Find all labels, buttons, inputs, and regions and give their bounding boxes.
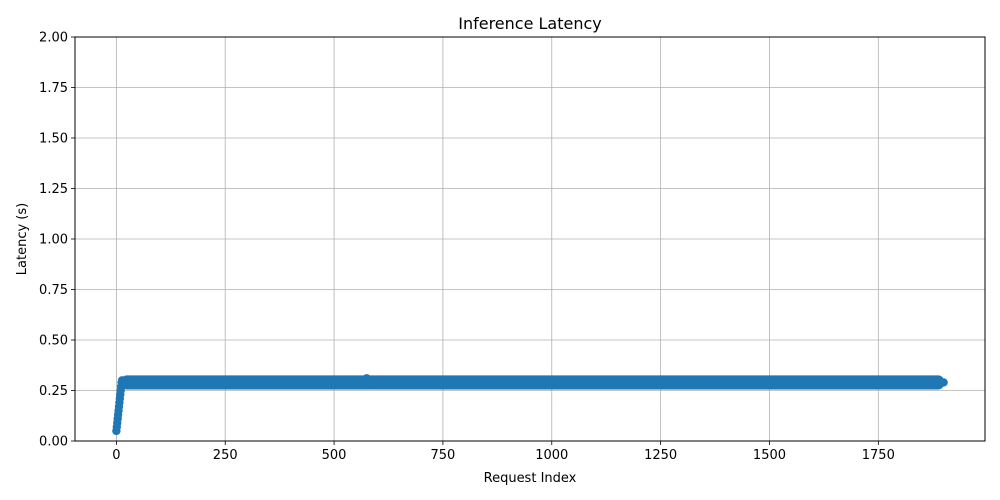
- scatter-point: [887, 378, 896, 387]
- scatter-point: [495, 376, 504, 385]
- x-tick-label: 750: [431, 448, 456, 463]
- scatter-point: [469, 378, 478, 387]
- scatter-point: [547, 376, 556, 385]
- scatter-point: [691, 376, 700, 385]
- chart-title: Inference Latency: [458, 14, 602, 33]
- scatter-point: [164, 378, 173, 387]
- y-tick-label: 0.25: [39, 384, 68, 399]
- scatter-point: [212, 378, 221, 387]
- scatter-point: [665, 376, 674, 385]
- scatter-point: [155, 378, 165, 387]
- scatter-point: [534, 378, 543, 387]
- scatter-point: [730, 378, 739, 387]
- scatter-point: [808, 376, 818, 385]
- scatter-point: [273, 378, 282, 387]
- scatter-point: [308, 376, 317, 385]
- scatter-point: [612, 378, 622, 387]
- scatter-point: [225, 378, 234, 387]
- scatter-point: [146, 378, 156, 387]
- y-tick-label: 1.25: [39, 182, 68, 197]
- scatter-point: [286, 378, 295, 387]
- scatter-point: [299, 378, 308, 387]
- scatter-point: [782, 376, 792, 385]
- scatter-point: [430, 376, 439, 385]
- scatter-point: [190, 378, 199, 387]
- scatter-point: [743, 376, 752, 385]
- scatter-point: [795, 378, 805, 387]
- scatter-point: [355, 378, 365, 387]
- scatter-point: [834, 378, 844, 387]
- x-tick-label: 0: [112, 448, 120, 463]
- x-tick-label: 250: [213, 448, 238, 463]
- scatter-point: [456, 376, 465, 385]
- scatter-point: [508, 378, 517, 387]
- scatter-point: [861, 376, 870, 385]
- x-tick-label: 500: [322, 448, 347, 463]
- scatter-point: [321, 378, 330, 387]
- y-tick-label: 0.50: [39, 334, 68, 349]
- y-axis-title: Latency (s): [15, 203, 30, 275]
- scatter-point: [373, 376, 382, 385]
- x-axis-title: Request Index: [484, 471, 577, 486]
- axis-ticks: 0 250 500 750 1000 1250 1500 1750 0.00 0.25 0.50 0.…: [39, 31, 895, 464]
- scatter-point: [482, 378, 491, 387]
- y-tick-label: 2.00: [39, 31, 68, 46]
- scatter-point: [586, 376, 596, 385]
- scatter-point: [639, 376, 648, 385]
- scatter-point: [900, 378, 909, 387]
- scatter-point: [260, 376, 269, 385]
- scatter-point: [704, 376, 713, 385]
- scatter-point: [408, 376, 417, 385]
- scatter-point: [821, 376, 831, 385]
- y-tick-label: 1.50: [39, 132, 68, 147]
- scatter-point: [138, 378, 147, 387]
- scatter-point: [599, 376, 609, 385]
- y-tick-label: 0.75: [39, 283, 68, 298]
- scatter-point: [756, 376, 765, 385]
- x-tick-label: 1500: [753, 448, 786, 463]
- scatter-point: [242, 376, 252, 385]
- scatter-point: [342, 378, 352, 387]
- scatter-point: [717, 376, 726, 385]
- scatter-points: [112, 374, 948, 436]
- x-tick-label: 1750: [862, 448, 895, 463]
- scatter-point: [125, 378, 134, 387]
- scatter-point: [560, 376, 570, 385]
- scatter-point: [382, 378, 391, 387]
- scatter-point: [769, 376, 779, 385]
- y-tick-label: 0.00: [39, 435, 68, 450]
- scatter-point: [416, 378, 426, 387]
- scatter-point: [395, 376, 404, 385]
- scatter-point: [251, 378, 260, 387]
- scatter-point: [573, 378, 583, 387]
- scatter-point: [874, 376, 883, 385]
- scatter-point: [521, 378, 530, 387]
- scatter-point: [926, 376, 935, 385]
- scatter-point: [652, 376, 661, 385]
- scatter-point: [131, 378, 141, 387]
- x-tick-label: 1000: [535, 448, 568, 463]
- scatter-point: [181, 376, 191, 385]
- scatter-point: [848, 376, 857, 385]
- x-tick-label: 1250: [644, 448, 677, 463]
- scatter-point: [939, 378, 948, 387]
- scatter-point: [366, 380, 376, 389]
- scatter-point: [329, 378, 339, 387]
- scatter-point: [362, 374, 371, 383]
- scatter-point: [199, 378, 208, 387]
- scatter-point: [443, 378, 452, 387]
- scatter-point: [678, 376, 687, 385]
- y-tick-label: 1.00: [39, 233, 68, 248]
- y-tick-label: 1.75: [39, 81, 68, 96]
- scatter-point: [625, 376, 635, 385]
- scatter-point: [913, 376, 922, 385]
